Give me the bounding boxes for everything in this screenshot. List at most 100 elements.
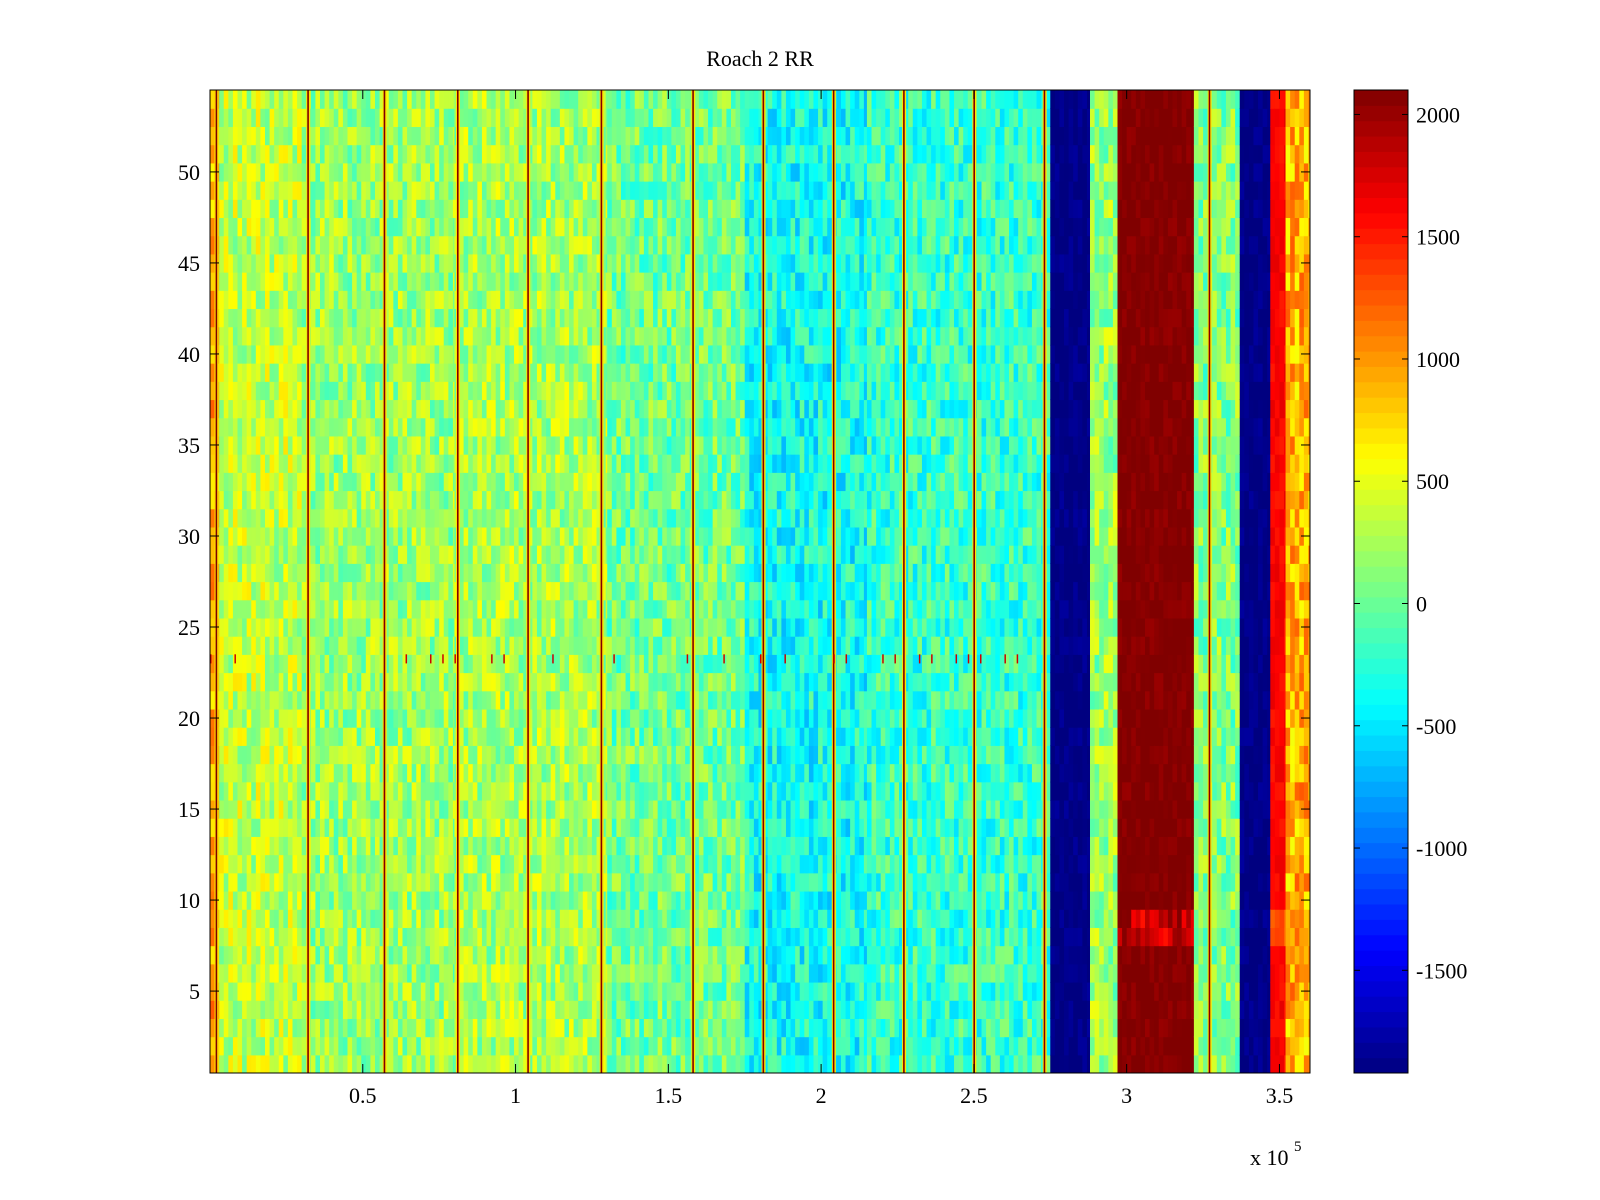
heatmap-cell [219, 344, 225, 364]
heatmap-cell [514, 963, 520, 983]
heatmap-cell [459, 545, 465, 564]
heatmap-cell [228, 745, 234, 765]
heatmap-cell [237, 472, 243, 492]
heatmap-cell [287, 272, 294, 291]
heatmap-cell [379, 108, 385, 128]
heatmap-cell [596, 308, 602, 328]
heatmap-cell [620, 545, 627, 564]
heatmap-cell [477, 854, 483, 874]
heatmap-cell [365, 326, 372, 346]
heatmap-cell [420, 181, 427, 200]
heatmap-cell [532, 818, 538, 837]
heatmap-cell [416, 799, 422, 819]
heatmap-cell [605, 344, 608, 364]
heatmap-cell [591, 435, 598, 455]
heatmap-cell [388, 126, 394, 146]
heatmap-cell [555, 581, 561, 601]
heatmap-cell [536, 1000, 543, 1019]
heatmap-cell [210, 290, 216, 310]
heatmap-cell [434, 308, 440, 328]
heatmap-cell [481, 963, 488, 983]
heatmap-cell [439, 1018, 445, 1038]
heatmap-cell [452, 727, 456, 746]
heatmap-cell [587, 708, 593, 728]
heatmap-cell [620, 1000, 627, 1019]
heatmap-cell [430, 326, 436, 346]
heatmap-cell [443, 617, 449, 637]
heatmap-cell [452, 199, 456, 219]
heatmap-cell [274, 290, 280, 310]
heatmap-cell [509, 1018, 515, 1038]
heatmap-cell [301, 1018, 307, 1038]
heatmap-cell [301, 399, 307, 419]
heatmap-cell [320, 545, 326, 564]
heatmap-cell [491, 581, 497, 601]
heatmap-cell [611, 435, 617, 455]
heatmap-cell [333, 326, 339, 346]
heatmap-cell [370, 326, 376, 346]
heatmap-cell [379, 1000, 385, 1019]
heatmap-cell [219, 1000, 225, 1019]
heatmap-cell [324, 909, 330, 928]
heatmap-cell [605, 108, 608, 128]
heatmap-cell [495, 417, 501, 437]
heatmap-cell [477, 1018, 483, 1038]
heatmap-cell [411, 945, 417, 965]
heatmap-cell [223, 945, 229, 965]
heatmap-cell [550, 435, 556, 455]
heatmap-cell [486, 217, 492, 237]
heatmap-cell [500, 381, 506, 401]
heatmap-cell [425, 490, 431, 510]
heatmap-cell [439, 399, 445, 419]
heatmap-cell [430, 781, 436, 801]
heatmap-cell [269, 763, 275, 783]
heatmap-cell [491, 708, 497, 728]
heatmap-cell [402, 981, 408, 1001]
heatmap-cell [527, 217, 533, 237]
heatmap-cell [459, 1018, 465, 1038]
heatmap-cell [315, 890, 321, 910]
heatmap-cell [463, 472, 469, 492]
heatmap-cell [514, 781, 520, 801]
heatmap-cell [246, 818, 252, 837]
heatmap-cell [569, 90, 575, 109]
heatmap-cell [500, 909, 506, 928]
heatmap-cell [356, 235, 362, 255]
heatmap-cell [620, 1036, 627, 1056]
heatmap-cell [491, 235, 497, 255]
heatmap-cell [500, 636, 506, 655]
heatmap-cell [601, 253, 607, 273]
heatmap-cell [546, 508, 552, 528]
heatmap-cell [514, 945, 520, 965]
heatmap-cell [352, 745, 358, 765]
heatmap-cell [420, 1054, 427, 1073]
heatmap-cell [342, 1036, 349, 1056]
heatmap-cell [397, 763, 404, 783]
heatmap-cell [347, 454, 353, 473]
heatmap-cell [365, 435, 372, 455]
heatmap-cell [443, 272, 449, 291]
heatmap-cell [232, 708, 239, 728]
heatmap-cell [352, 981, 358, 1001]
heatmap-cell [242, 526, 248, 546]
heatmap-cell [425, 1036, 431, 1056]
heatmap-cell [310, 581, 317, 601]
heatmap-cell [430, 854, 436, 874]
heatmap-cell [315, 399, 321, 419]
heatmap-cell [582, 818, 588, 837]
heatmap-cell [384, 162, 390, 182]
heatmap-cell [384, 381, 390, 401]
heatmap-cell [342, 781, 349, 801]
heatmap-cell [402, 927, 408, 947]
heatmap-cell [550, 454, 556, 473]
heatmap-cell [278, 708, 284, 728]
heatmap-cell [361, 945, 367, 965]
heatmap-cell [500, 235, 506, 255]
heatmap-cell [495, 836, 501, 856]
heatmap-cell [278, 526, 284, 546]
heatmap-cell [228, 526, 234, 546]
heatmap-cell [260, 672, 266, 692]
heatmap-cell [242, 144, 248, 164]
heatmap-cell [329, 690, 335, 710]
heatmap-cell [495, 1036, 501, 1056]
